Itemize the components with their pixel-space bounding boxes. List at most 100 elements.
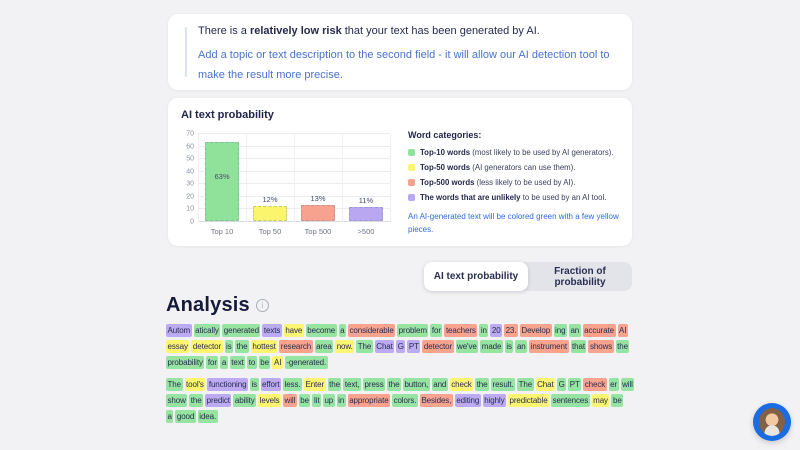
analysis-line: essay detector is the hottest research area now… xyxy=(166,340,640,353)
analysis-line: probability for a text to be AI -generated. xyxy=(166,356,640,369)
chart-title: AI text probability xyxy=(181,109,274,121)
risk-headline-prefix: There is a xyxy=(198,25,250,37)
legend-title: Word categories: xyxy=(408,130,482,140)
y-tick-label-10: 10 xyxy=(186,205,194,213)
analysis-token: be xyxy=(611,394,624,407)
legend-item-text: Top-500 words (less likely to be used by… xyxy=(420,178,576,187)
analysis-token: editing xyxy=(454,394,481,407)
chart-tabs: AI text probability Fraction of probabili… xyxy=(424,262,632,291)
analysis-token: atically xyxy=(193,324,221,337)
analysis-token: shows xyxy=(588,340,614,353)
x-tick-label: Top 10 xyxy=(210,227,234,236)
analysis-token: check xyxy=(583,378,607,391)
analysis-token: sentences xyxy=(551,394,590,407)
analysis-token: the xyxy=(615,340,630,353)
analysis-token: detector xyxy=(422,340,454,353)
legend-item-text: Top-10 words (most likely to be used by … xyxy=(420,148,614,157)
analysis-token: text, xyxy=(343,378,362,391)
x-tick-label: Top 50 xyxy=(258,227,282,236)
analysis-token: highly xyxy=(482,394,507,407)
risk-headline: There is a relatively low risk that your… xyxy=(198,25,540,37)
analysis-token: is xyxy=(504,340,514,353)
y-tick-label-70: 70 xyxy=(186,130,194,138)
analysis-line: The tool's functioning is effort less. Enter th… xyxy=(166,378,640,391)
analysis-token: G xyxy=(396,340,406,353)
analysis-paragraph-2: The tool's functioning is effort less. Enter th… xyxy=(166,378,640,423)
analysis-token: Chat xyxy=(535,378,556,391)
analysis-token: PT xyxy=(568,378,582,391)
analysis-token: is xyxy=(224,340,234,353)
tab-ai-text-probability[interactable]: AI text probability xyxy=(424,262,528,291)
analysis-token: predictable xyxy=(508,394,550,407)
gridline-x-4 xyxy=(390,134,391,222)
analysis-token: the xyxy=(235,340,249,353)
y-tick-label-20: 20 xyxy=(186,193,194,201)
analysis-token: made xyxy=(480,340,503,353)
bar-value-label: 63% xyxy=(214,171,230,181)
bar-value-label: 13% xyxy=(310,193,326,203)
analysis-token: button, xyxy=(402,378,430,391)
analysis-token: result. xyxy=(491,378,516,391)
bar-top-500 xyxy=(300,204,336,221)
chart-legend: Word categories: Top-10 words (most like… xyxy=(408,130,624,236)
analysis-token: accurate xyxy=(582,324,616,337)
accent-bar xyxy=(185,27,187,77)
analysis-token: Besides, xyxy=(419,394,453,407)
analysis-token: an xyxy=(568,324,581,337)
analysis-token: less. xyxy=(283,378,302,391)
risk-headline-bold: relatively low risk xyxy=(249,25,342,37)
analysis-token: for xyxy=(430,324,443,337)
legend-item-1: Top-50 words (AI generators can use them… xyxy=(408,163,624,172)
analysis-token: an xyxy=(515,340,528,353)
analysis-token: text xyxy=(229,356,246,369)
analysis-token: become xyxy=(305,324,337,337)
analysis-token: The xyxy=(517,378,534,391)
analysis-token: essay xyxy=(166,340,190,353)
analysis-token: The xyxy=(356,340,373,353)
analysis-token: have xyxy=(283,324,304,337)
analysis-token: the xyxy=(327,378,342,391)
analysis-token: we've xyxy=(455,340,479,353)
chat-widget-button[interactable] xyxy=(753,403,791,441)
analysis-paragraph-1: Autom atically generated texts have become a co… xyxy=(166,324,640,369)
analysis-token: a xyxy=(220,356,228,369)
analysis-token: will xyxy=(620,378,635,391)
analysis-title: Analysis i xyxy=(166,294,269,317)
analysis-paragraphs: Autom atically generated texts have become a co… xyxy=(166,324,640,432)
analysis-token: be xyxy=(298,394,311,407)
result-summary-card: There is a relatively low risk that your… xyxy=(168,14,632,90)
precision-hint: Add a topic or text description to the s… xyxy=(198,49,610,81)
bar-value-label: 12% xyxy=(262,194,278,204)
x-tick-label: >500 xyxy=(357,227,375,236)
analysis-token: in xyxy=(479,324,489,337)
analysis-token: colors. xyxy=(392,394,418,407)
analysis-token: good xyxy=(175,410,196,423)
probability-chart-card: AI text probability 0 10 20 30 40 50 60 70 63% To… xyxy=(168,98,632,246)
analysis-token: research xyxy=(279,340,313,353)
analysis-token: be xyxy=(258,356,271,369)
gridline-x-1 xyxy=(246,134,247,222)
info-icon[interactable]: i xyxy=(255,299,269,312)
gridline-x-3 xyxy=(342,134,343,222)
analysis-token: 20 xyxy=(490,324,503,337)
y-tick-label-60: 60 xyxy=(186,143,194,151)
bar-top-10 xyxy=(204,141,240,221)
analysis-token: teachers xyxy=(444,324,478,337)
analysis-token: now. xyxy=(335,340,355,353)
analysis-token: the xyxy=(475,378,490,391)
analysis-token: er xyxy=(608,378,619,391)
y-tick-label-40: 40 xyxy=(186,168,194,176)
x-tick-label: Top 500 xyxy=(304,227,332,236)
analysis-token: Autom xyxy=(166,324,192,337)
tab-fraction-of-probability[interactable]: Fraction of probability xyxy=(528,262,632,291)
legend-swatch-icon xyxy=(408,194,415,201)
analysis-token: functioning xyxy=(207,378,248,391)
legend-item-2: Top-500 words (less likely to be used by… xyxy=(408,178,624,187)
analysis-line: a good idea. xyxy=(166,410,640,423)
analysis-token: texts xyxy=(262,324,282,337)
analysis-token: area xyxy=(314,340,334,353)
bar-value-label: 11% xyxy=(358,196,374,206)
analysis-token: the xyxy=(387,378,401,391)
y-tick-label-0: 0 xyxy=(190,218,194,226)
